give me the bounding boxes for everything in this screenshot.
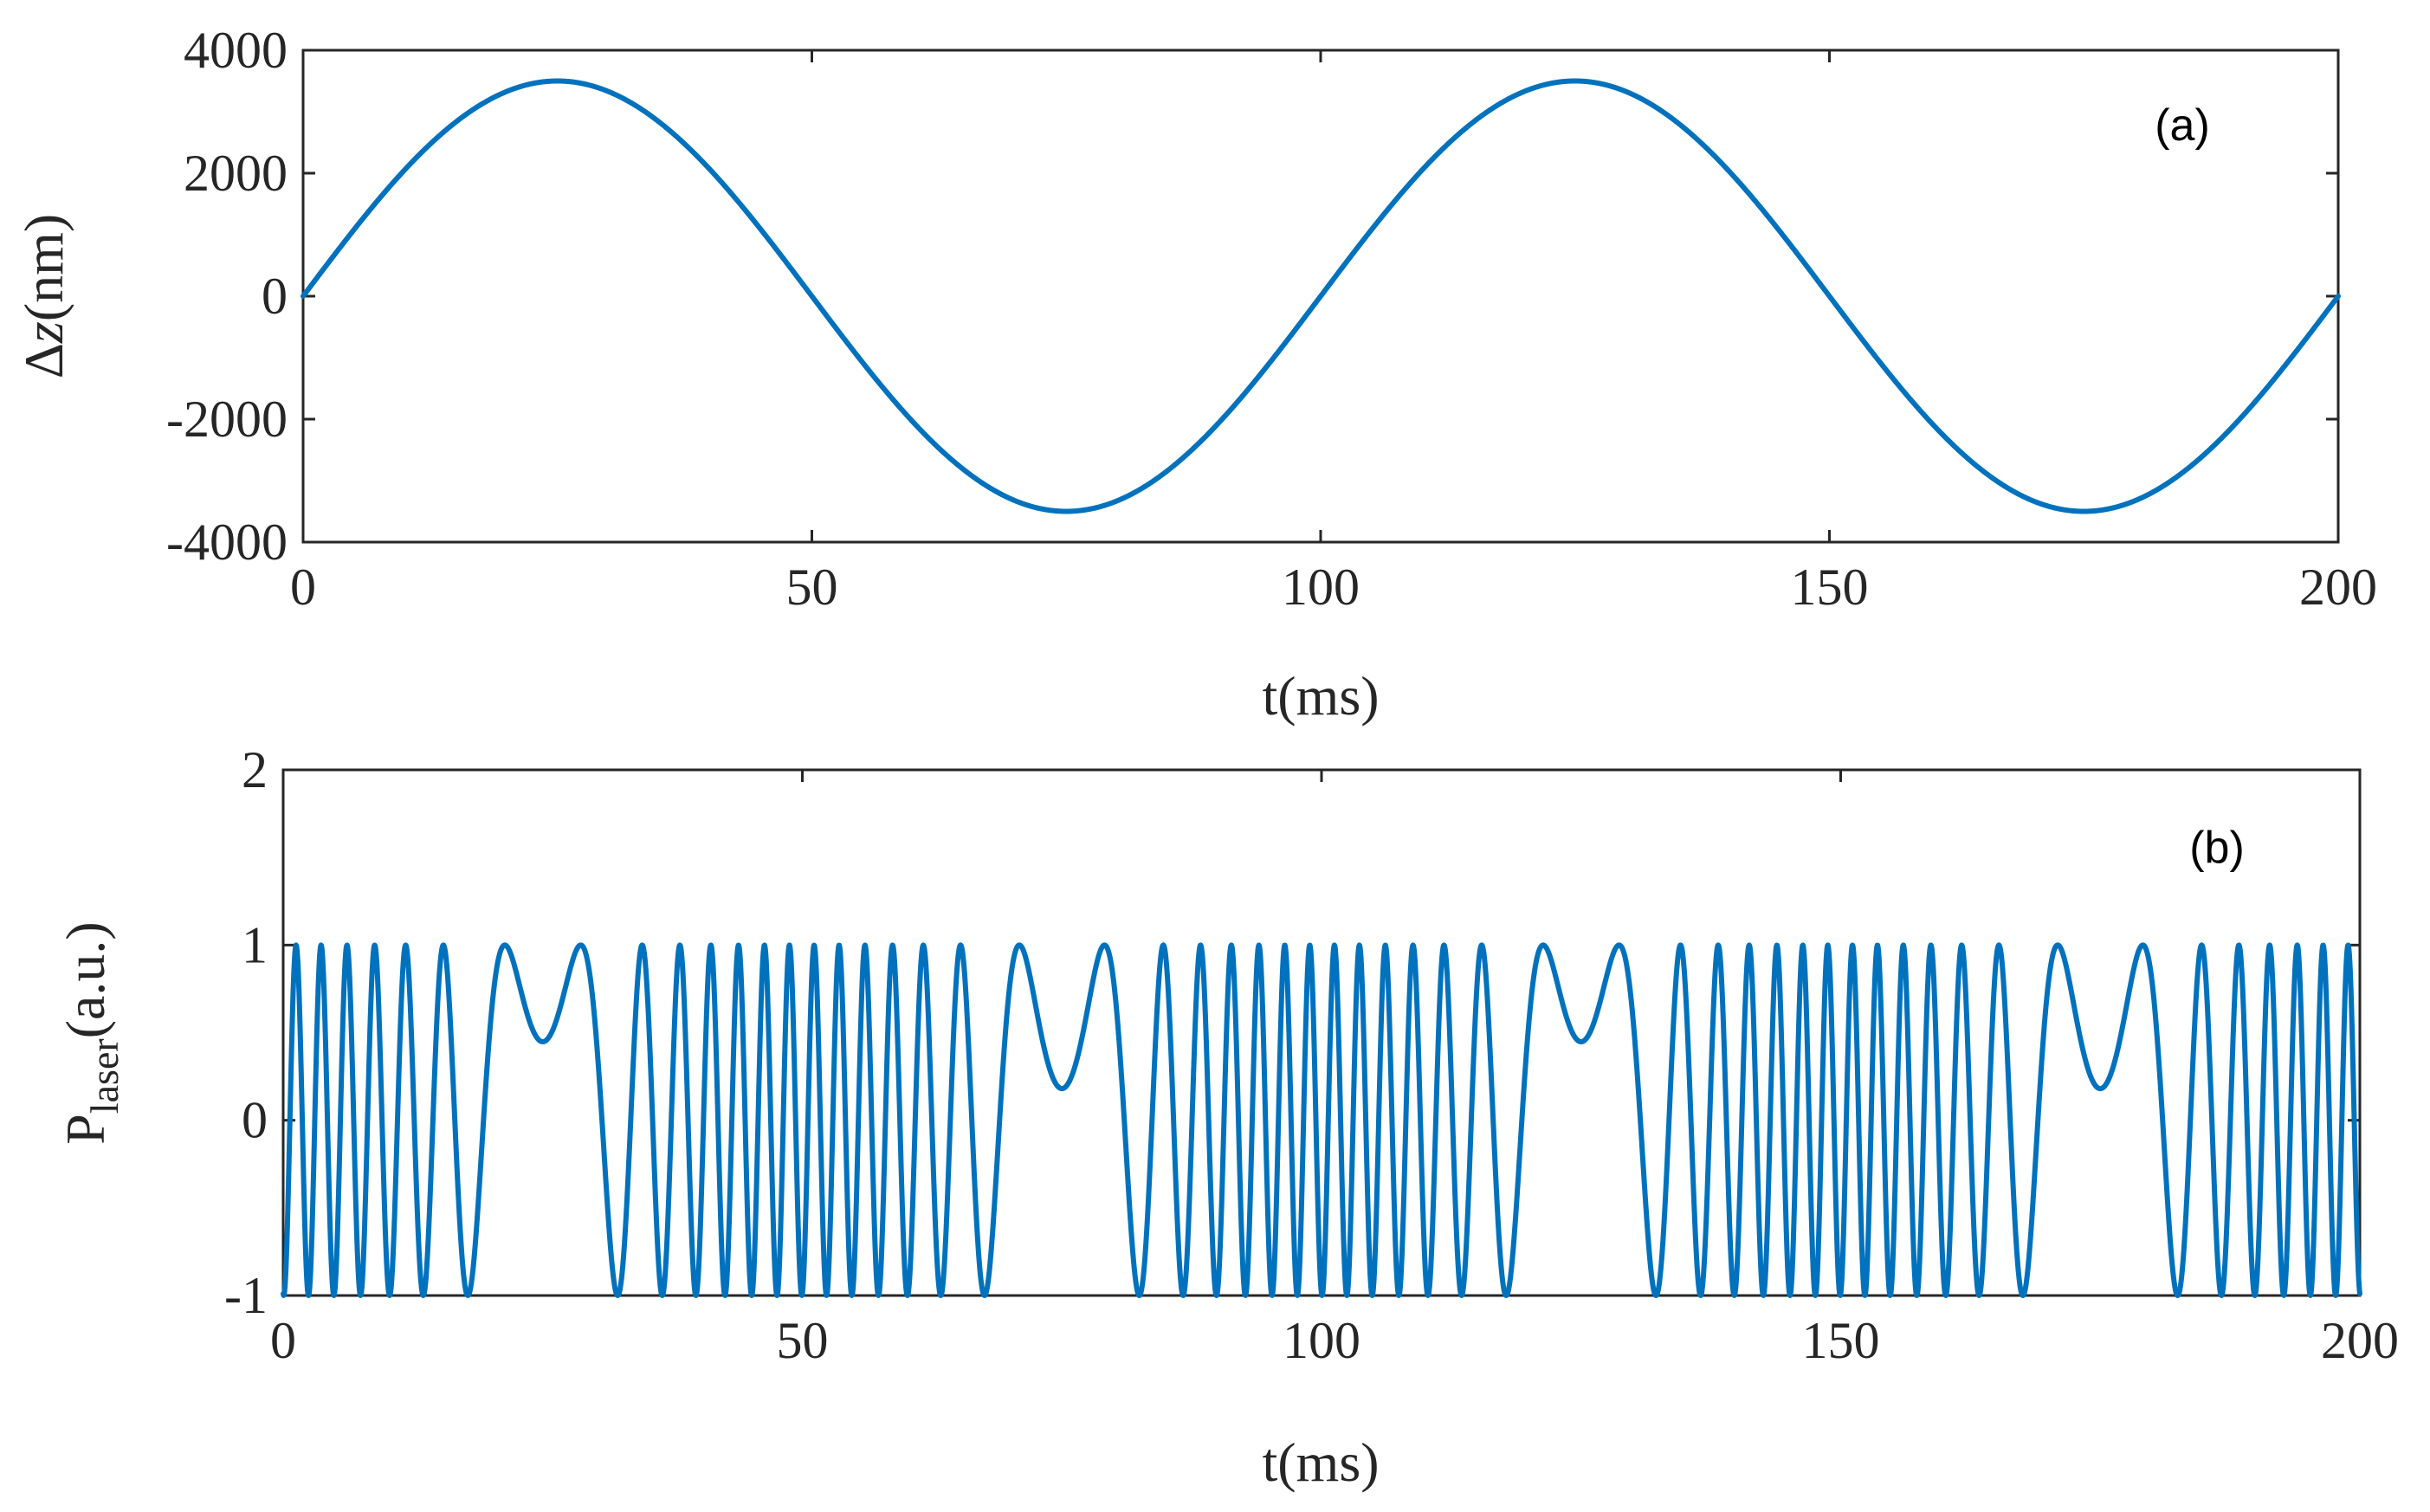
panel-a-tick-labels: 0 50 100 150 200 -4000 -2000 0 2000 4000 [166, 22, 2377, 616]
panel-b-y-label-main: P [55, 1114, 116, 1145]
panel-a-x-axis-label: t(ms) [1262, 665, 1379, 727]
panel-a-x-tick-label: 50 [786, 559, 838, 616]
panel-a-y-label-prefix: Δ [13, 343, 74, 378]
panel-a-y-tick-label: -4000 [166, 514, 288, 571]
panel-a-x-tick-label: 200 [2299, 559, 2377, 616]
panel-b-x-tick-label: 100 [1283, 1312, 1360, 1369]
panel-b-x-tick-label: 0 [270, 1312, 296, 1369]
panel-b-x-tick-label: 150 [1802, 1312, 1880, 1369]
panel-b-y-tick-label: -1 [224, 1267, 268, 1324]
panel-b-x-tick-label: 200 [2321, 1312, 2399, 1369]
panel-b-y-label-suffix: (a.u.) [55, 921, 116, 1038]
panel-a-y-label-suffix: (nm) [13, 214, 74, 321]
panel-a-y-axis-label: Δz(nm) [13, 214, 74, 378]
panel-a-y-tick-label: 0 [262, 268, 288, 325]
panel-b-y-axis-label: Plaser(a.u.) [55, 921, 126, 1144]
panel-a-y-tick-label: 2000 [184, 145, 288, 202]
panel-b-y-tick-label: 1 [242, 916, 268, 973]
panel-a-label: (a) [2155, 100, 2210, 151]
panel-b-x-axis-label: t(ms) [1262, 1431, 1379, 1493]
panel-a-x-tick-label: 0 [290, 559, 316, 616]
panel-b-y-tick-label: 0 [242, 1092, 268, 1149]
panel-b-x-tick-label: 50 [777, 1312, 829, 1369]
panel-b-y-tick-label: 2 [242, 741, 268, 798]
panel-b-series-line [281, 942, 2362, 1298]
panel-b-label: (b) [2189, 823, 2245, 873]
panel-a-y-tick-label: -2000 [166, 391, 288, 448]
panel-a: 0 50 100 150 200 -4000 -2000 0 2000 4000 (a) t(ms… [13, 22, 2377, 727]
panel-a-x-tick-label: 150 [1791, 559, 1869, 616]
panel-a-y-tick-label: 4000 [184, 22, 288, 79]
panel-a-x-tick-label: 100 [1282, 559, 1360, 616]
panel-b-y-label-subscript: laser [82, 1038, 126, 1114]
panel-a-series-line [301, 78, 2341, 514]
panel-a-y-label-italic: z [13, 321, 74, 344]
